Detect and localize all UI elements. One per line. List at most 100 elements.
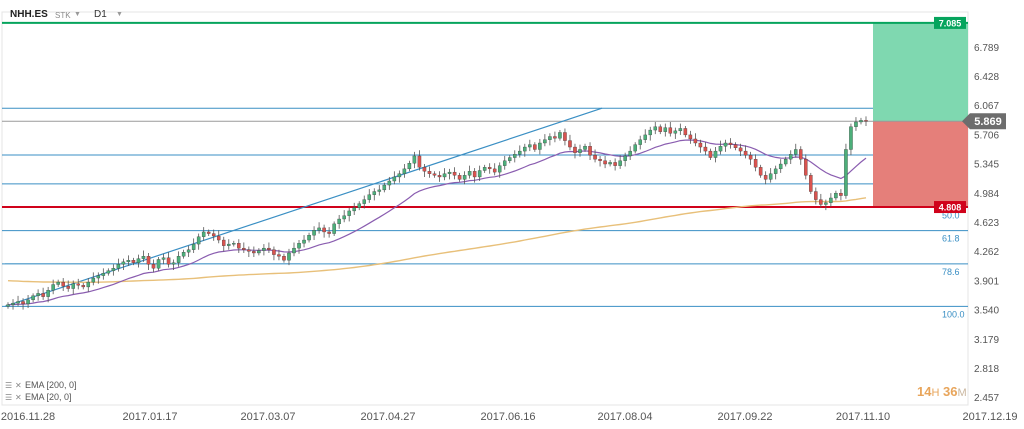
candle — [693, 133, 698, 147]
bull-candle-body — [673, 130, 678, 134]
bull-candle-body — [71, 283, 75, 289]
bull-candle-body — [718, 146, 723, 152]
bear-candle-body — [427, 171, 432, 174]
bull-candle-body — [397, 173, 402, 178]
position-tool[interactable] — [2, 21, 968, 209]
candle — [227, 239, 231, 250]
close-icon[interactable]: ✕ — [15, 393, 22, 402]
menu-icon[interactable]: ☰ — [5, 393, 13, 402]
candle — [763, 171, 768, 185]
candle — [181, 249, 186, 259]
bull-candle-body — [126, 260, 131, 263]
bull-candle-body — [372, 191, 377, 195]
candle — [829, 193, 833, 207]
indicator-label: EMA [20, 0] — [25, 392, 72, 402]
timeframe-selector[interactable]: D1 — [94, 9, 107, 20]
fib-level-label: 78.6 — [942, 267, 960, 277]
candle — [6, 302, 10, 309]
candle — [417, 150, 422, 171]
menu-icon[interactable]: ☰ — [5, 381, 13, 390]
bull-candle-body — [633, 144, 637, 152]
bull-candle-body — [332, 223, 336, 234]
candle — [292, 242, 296, 257]
candle — [111, 264, 116, 276]
candle — [397, 170, 402, 183]
candle — [758, 164, 763, 178]
bull-candle-body — [297, 243, 301, 249]
candle — [31, 293, 35, 303]
candle — [232, 240, 236, 247]
chevron-down-icon[interactable]: ▼ — [74, 11, 81, 18]
bear-candle-body — [738, 147, 743, 152]
bear-candle-body — [553, 136, 557, 139]
candle — [508, 155, 512, 164]
bull-candle-body — [181, 252, 186, 257]
candle — [788, 150, 793, 165]
bull-candle-body — [317, 227, 321, 231]
candle — [628, 146, 632, 160]
candle — [824, 199, 828, 211]
candle — [743, 145, 748, 159]
stop-price-tag-bg — [934, 201, 966, 214]
candle — [86, 278, 91, 292]
symbol-label[interactable]: NHH.ES — [10, 9, 48, 20]
bear-candle-body — [613, 162, 617, 166]
candle — [593, 149, 597, 163]
bull-candle-body — [382, 184, 387, 191]
candle — [257, 248, 261, 256]
bear-candle-body — [166, 257, 171, 265]
close-icon[interactable]: ✕ — [15, 381, 22, 390]
candle — [688, 130, 693, 144]
candle — [513, 150, 517, 163]
candle — [804, 154, 808, 180]
candle — [432, 171, 437, 178]
candle — [583, 143, 587, 152]
bear-candle-body — [533, 144, 537, 150]
time-axis: 2016.11.28 2017.01.17 2017.03.07 2017.04.27… — [1, 411, 1018, 423]
bear-candle-body — [282, 256, 286, 261]
candle — [778, 159, 783, 173]
candle — [442, 168, 447, 181]
bear-candle-body — [237, 243, 241, 249]
bull-candle-body — [447, 171, 452, 174]
bull-candle-body — [201, 231, 206, 237]
bull-candle-body — [312, 230, 316, 236]
bull-candle-body — [196, 236, 201, 245]
date-tick-label: 2017.12.19 — [962, 411, 1017, 423]
candle — [262, 244, 266, 256]
candle — [427, 166, 432, 178]
bull-candle-body — [176, 256, 181, 263]
indicator-ema20[interactable]: ☰ ✕ EMA [20, 0] — [5, 392, 72, 402]
candle — [21, 298, 25, 310]
bull-candle-body — [101, 273, 106, 276]
bull-candle-body — [558, 132, 562, 139]
bear-candle-body — [417, 155, 422, 168]
candle — [799, 146, 803, 165]
bull-candle-body — [653, 126, 658, 131]
bull-candle-body — [171, 262, 176, 265]
candle — [412, 151, 417, 169]
bear-candle-body — [422, 167, 427, 172]
bear-candle-body — [61, 281, 65, 287]
indicator-ema200[interactable]: ☰ ✕ EMA [200, 0] — [5, 380, 77, 390]
bull-candle-body — [663, 127, 668, 132]
bull-candle-body — [191, 243, 196, 250]
bear-candle-body — [452, 171, 457, 176]
bull-candle-body — [513, 154, 517, 158]
candle — [723, 139, 728, 152]
bull-candle-body — [854, 121, 858, 127]
bear-candle-body — [864, 120, 868, 122]
bull-candle-body — [502, 160, 507, 166]
candle — [382, 182, 387, 193]
bull-candle-body — [227, 243, 231, 246]
candle — [211, 229, 216, 241]
candle — [357, 201, 361, 211]
bear-candle-body — [733, 144, 738, 149]
chevron-down-icon[interactable]: ▼ — [116, 11, 123, 18]
candle — [252, 246, 256, 258]
stop-loss-zone — [873, 121, 968, 208]
candle — [242, 242, 246, 253]
date-tick-label: 2017.03.07 — [240, 411, 295, 423]
bull-candle-body — [307, 235, 311, 241]
